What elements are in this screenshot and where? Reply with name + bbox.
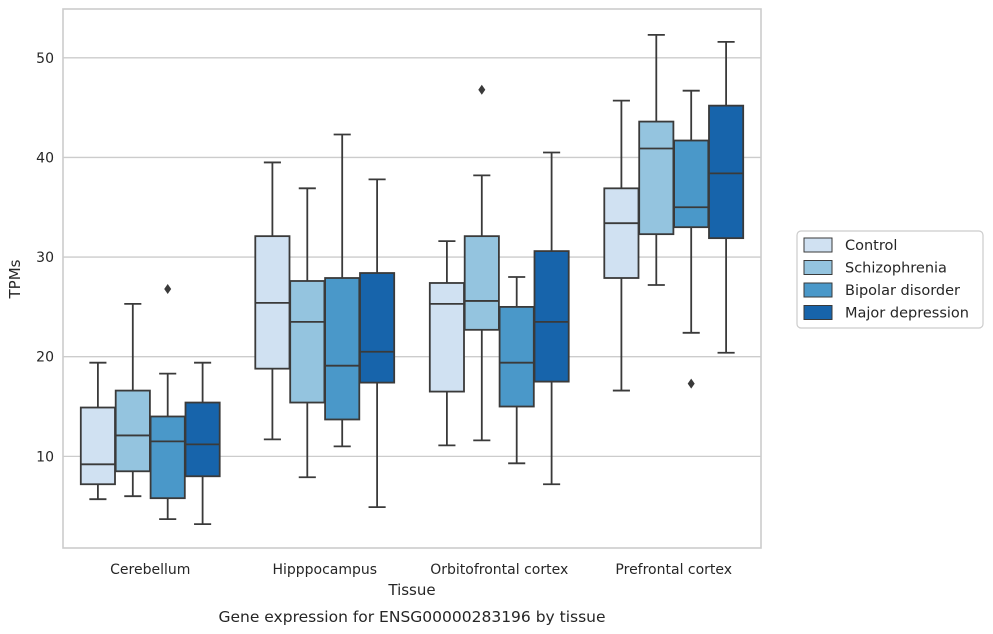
plot-frame <box>62 8 762 549</box>
y-tick-label: 20 <box>36 350 54 366</box>
box-orbitofrontal-cortex <box>533 151 570 486</box>
box-iqr <box>114 389 151 473</box>
legend-item: Control <box>803 237 897 254</box>
box-iqr <box>289 280 326 404</box>
box-cerebellum <box>149 283 186 521</box>
box-hipppocampus <box>359 178 396 509</box>
x-tick-label: Prefrontal cortex <box>615 562 732 578</box>
box-iqr <box>149 415 186 500</box>
box-hipppocampus <box>254 161 291 441</box>
box-prefrontal-cortex <box>603 99 640 392</box>
box-prefrontal-cortex <box>673 89 710 389</box>
box-prefrontal-cortex <box>638 34 675 286</box>
x-tick-label: Cerebellum <box>110 562 190 578</box>
x-tick-label: Orbitofrontal cortex <box>430 562 568 578</box>
legend-item: Bipolar disorder <box>803 282 960 299</box>
x-tick-label: Hipppocampus <box>272 562 377 578</box>
box-groups <box>79 34 745 525</box>
box-cerebellum <box>79 361 116 501</box>
box-iqr <box>638 120 675 236</box>
series-major-depression <box>184 40 745 525</box>
box-cerebellum <box>114 303 151 498</box>
outlier-point <box>164 283 172 294</box>
box-prefrontal-cortex <box>708 40 745 354</box>
series-bipolar-disorder <box>149 89 710 521</box>
legend-item: Major depression <box>803 305 969 322</box>
y-tick-label: 10 <box>36 449 54 465</box>
legend-label: Major depression <box>845 306 969 322</box>
legend-swatch <box>803 237 833 253</box>
legend-item: Schizophrenia <box>803 260 947 277</box>
box-iqr <box>359 272 396 384</box>
box-iqr <box>184 401 221 478</box>
series-control <box>79 99 640 501</box>
box-iqr <box>79 406 116 486</box>
box-iqr <box>603 187 640 279</box>
box-orbitofrontal-cortex <box>428 240 465 447</box>
figure-caption: Gene expression for ENSG00000283196 by t… <box>218 608 605 626</box>
y-axis-label: TPMs <box>6 259 24 299</box>
box-iqr <box>533 250 570 383</box>
box-iqr <box>708 104 745 240</box>
box-orbitofrontal-cortex <box>498 276 535 465</box>
box-iqr <box>324 277 361 421</box>
box-orbitofrontal-cortex <box>463 84 500 442</box>
y-tick-label: 50 <box>36 51 54 67</box>
y-tick-label: 30 <box>36 250 54 266</box>
box-iqr <box>428 282 465 393</box>
y-tick-labels: 10 20 30 40 50 <box>36 51 54 466</box>
legend: Control Schizophrenia Bipolar disorder Majo… <box>796 230 984 329</box>
legend-swatch <box>803 305 833 320</box>
box-iqr <box>498 305 535 408</box>
box-cerebellum <box>184 361 221 525</box>
series-schizophrenia <box>114 34 675 498</box>
x-tick-labels: Cerebellum Hipppocampus Orbitofrontal cort… <box>110 562 732 578</box>
legend-frame <box>796 230 984 329</box>
outlier-point <box>478 84 486 95</box>
legend-label: Bipolar disorder <box>845 283 960 299</box>
box-hipppocampus <box>324 133 361 448</box>
outlier-point <box>687 378 695 389</box>
x-axis-label: Tissue <box>387 581 435 599</box>
legend-label: Schizophrenia <box>845 261 947 277</box>
box-hipppocampus <box>289 187 326 479</box>
legend-label: Control <box>845 238 897 254</box>
legend-swatch <box>803 282 833 298</box>
box-iqr <box>463 235 500 331</box>
y-tick-label: 40 <box>36 150 54 166</box>
box-iqr <box>673 139 710 229</box>
legend-swatch <box>803 260 833 275</box>
